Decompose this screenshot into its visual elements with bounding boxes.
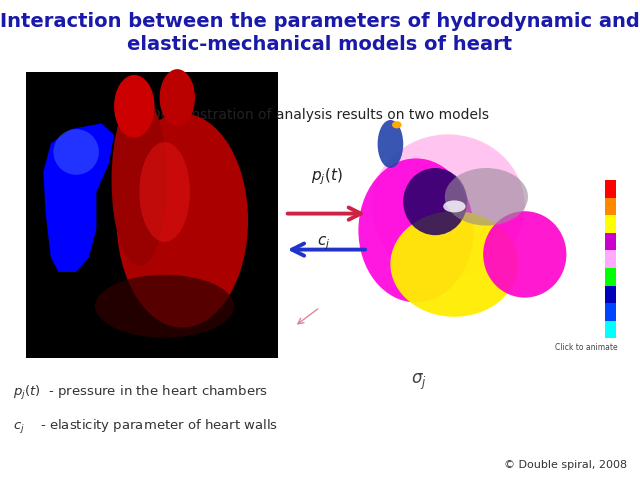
Ellipse shape [378,120,403,168]
Ellipse shape [358,158,474,302]
Ellipse shape [390,211,518,317]
Text: $c_j$: $c_j$ [317,234,330,252]
Bar [605,303,616,321]
Bar [605,251,616,268]
Text: Interaction between the parameters of hydrodynamic and
elastic-mechanical models: Interaction between the parameters of hy… [0,12,640,55]
Ellipse shape [114,75,154,138]
Text: Click to animate: Click to animate [555,343,618,352]
Text: © Double spiral, 2008: © Double spiral, 2008 [504,460,627,470]
Text: Demonstration of analysis results on two models: Demonstration of analysis results on two… [150,108,490,122]
Ellipse shape [483,211,566,298]
Bar [26,72,278,358]
Text: $\sigma_j$: $\sigma_j$ [412,372,427,392]
Ellipse shape [443,201,466,212]
Text: $p_j(t)$  - pressure in the heart chambers: $p_j(t)$ - pressure in the heart chamber… [13,384,268,402]
Ellipse shape [371,134,525,278]
Text: $p_j(t)$: $p_j(t)$ [310,167,342,187]
Ellipse shape [403,168,467,235]
Ellipse shape [111,95,167,266]
Text: $c_j$    - elasticity parameter of heart walls: $c_j$ - elasticity parameter of heart wa… [13,418,278,436]
Bar [605,180,616,198]
Bar [605,286,616,303]
Bar [605,268,616,286]
Bar [605,233,616,251]
Bar [605,215,616,233]
Ellipse shape [140,142,190,242]
Bar [605,198,616,215]
Ellipse shape [445,168,528,226]
Ellipse shape [116,113,248,328]
Ellipse shape [392,121,402,129]
Ellipse shape [159,69,195,126]
Ellipse shape [95,275,234,337]
Bar [605,321,616,338]
Polygon shape [44,123,114,272]
Ellipse shape [53,129,99,175]
